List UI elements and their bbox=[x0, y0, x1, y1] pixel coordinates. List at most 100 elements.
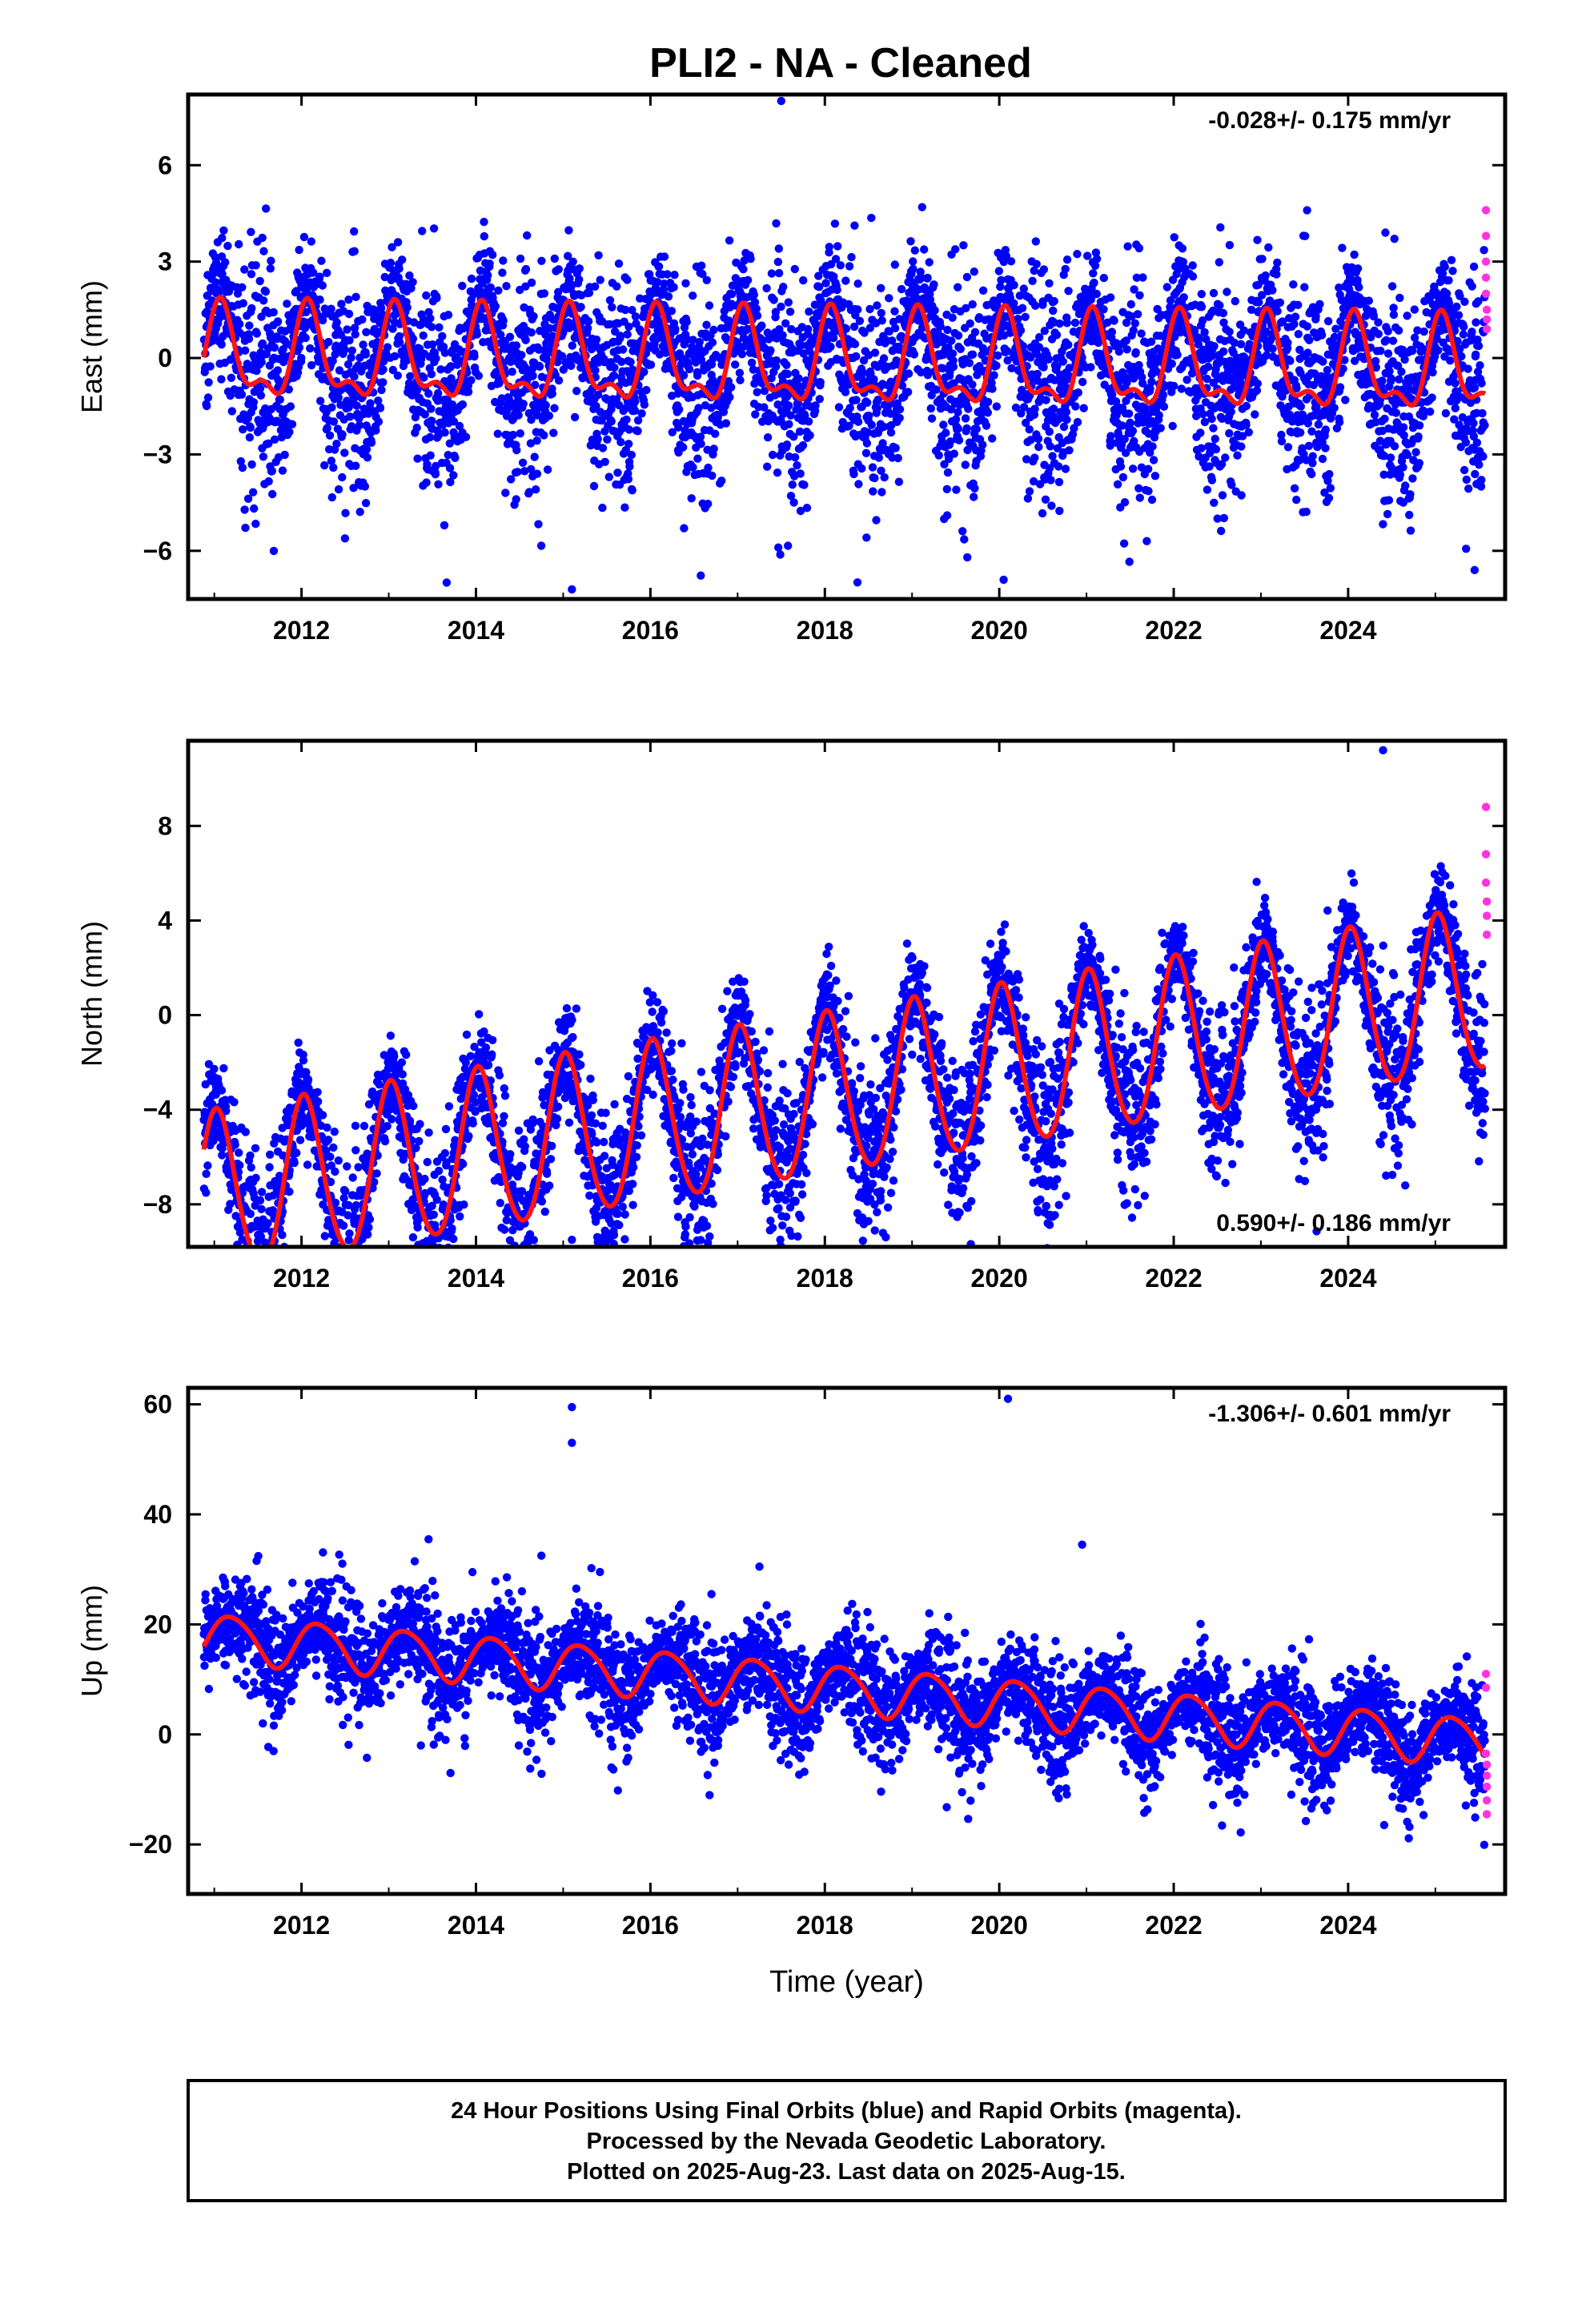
east-final-point bbox=[1273, 258, 1282, 267]
east-final-point bbox=[512, 495, 520, 504]
east-final-point bbox=[774, 244, 783, 253]
east-final-point bbox=[954, 331, 963, 340]
east-final-point bbox=[1378, 376, 1387, 385]
east-final-point bbox=[1411, 448, 1420, 456]
east-final-point bbox=[243, 494, 253, 503]
east-final-point bbox=[1242, 401, 1251, 411]
east-final-point bbox=[685, 364, 694, 374]
east-final-point bbox=[890, 307, 899, 316]
east-final-point bbox=[338, 472, 347, 482]
east-final-point bbox=[785, 420, 793, 428]
east-final-point bbox=[1405, 510, 1414, 520]
east-final-point bbox=[1025, 487, 1034, 496]
east-final-point bbox=[727, 383, 736, 392]
east-final-point bbox=[1099, 273, 1109, 283]
east-final-point bbox=[1034, 434, 1043, 444]
east-final-point bbox=[760, 403, 769, 412]
east-final-point bbox=[885, 294, 893, 303]
east-final-point bbox=[528, 364, 537, 373]
east-final-point bbox=[705, 301, 714, 310]
east-final-point bbox=[978, 440, 987, 449]
east-final-point bbox=[1335, 418, 1344, 427]
east-final-point bbox=[1207, 476, 1217, 485]
east-final-point bbox=[1277, 436, 1287, 446]
east-final-point bbox=[1395, 293, 1404, 303]
east-final-point bbox=[1130, 319, 1140, 328]
east-final-point bbox=[345, 336, 354, 345]
east-final-point bbox=[1296, 428, 1305, 437]
east-final-point bbox=[1177, 384, 1186, 393]
east-final-point bbox=[1010, 280, 1018, 290]
east-final-point bbox=[543, 465, 552, 474]
east-final-point bbox=[802, 504, 812, 513]
east-final-point bbox=[264, 476, 273, 486]
east-final-point bbox=[1197, 444, 1206, 452]
east-final-point bbox=[1389, 310, 1399, 320]
east-final-point bbox=[660, 252, 669, 261]
east-final-point bbox=[219, 226, 228, 235]
east-final-point bbox=[1331, 324, 1340, 333]
east-final-point bbox=[865, 304, 874, 314]
east-final-point bbox=[1149, 456, 1158, 464]
east-final-point bbox=[796, 469, 805, 478]
east-final-point bbox=[1462, 475, 1472, 485]
east-final-point bbox=[698, 270, 707, 279]
east-final-point bbox=[631, 312, 640, 321]
north-final-point bbox=[250, 1256, 258, 1264]
east-final-point bbox=[518, 458, 528, 467]
east-final-point bbox=[317, 256, 326, 265]
east-final-point bbox=[1197, 303, 1207, 312]
east-final-point bbox=[804, 324, 813, 334]
east-final-point bbox=[1414, 432, 1423, 441]
east-final-point bbox=[520, 363, 529, 372]
east-final-point bbox=[584, 317, 593, 326]
east-final-point bbox=[1470, 384, 1480, 392]
east-final-point bbox=[623, 275, 632, 284]
east-final-point bbox=[774, 543, 783, 552]
north-final-point bbox=[231, 1140, 239, 1149]
east-final-point bbox=[1125, 557, 1134, 566]
east-final-point bbox=[446, 477, 455, 487]
east-final-point bbox=[258, 339, 267, 348]
east-final-point bbox=[1468, 328, 1476, 336]
east-final-point bbox=[1321, 444, 1330, 452]
east-final-point bbox=[347, 353, 355, 362]
east-final-point bbox=[393, 238, 403, 247]
east-final-point bbox=[1030, 453, 1039, 462]
east-final-point bbox=[1364, 296, 1374, 305]
east-final-point bbox=[1321, 425, 1331, 434]
east-final-point bbox=[725, 236, 734, 245]
east-final-point bbox=[617, 357, 626, 366]
east-final-point bbox=[251, 519, 260, 529]
east-final-point bbox=[411, 412, 420, 422]
east-final-point bbox=[318, 281, 327, 290]
east-final-point bbox=[708, 471, 717, 480]
east-final-point bbox=[784, 298, 793, 307]
east-final-point bbox=[1308, 452, 1317, 460]
east-final-point bbox=[575, 275, 584, 284]
east-final-point bbox=[689, 336, 697, 344]
east-final-point bbox=[920, 245, 929, 254]
east-final-point bbox=[1126, 418, 1134, 428]
east-final-point bbox=[286, 402, 295, 411]
east-final-point bbox=[826, 342, 835, 352]
east-final-point bbox=[1092, 255, 1102, 263]
east-final-point bbox=[434, 431, 443, 440]
east-final-point bbox=[1071, 402, 1080, 411]
east-final-point bbox=[486, 283, 495, 292]
east-final-point bbox=[1261, 271, 1270, 280]
east-final-point bbox=[753, 312, 762, 320]
east-final-point bbox=[870, 473, 879, 483]
east-final-point bbox=[284, 385, 293, 394]
east-final-point bbox=[862, 439, 872, 448]
east-final-point bbox=[520, 467, 529, 476]
east-final-point bbox=[1135, 493, 1145, 502]
east-final-point bbox=[321, 309, 331, 318]
panel-east: 2012 2014 2016 2018 2020 2022 2024−6−3036East … bbox=[75, 92, 1508, 645]
east-final-point bbox=[247, 304, 256, 313]
east-final-point bbox=[1399, 423, 1408, 432]
east-final-point bbox=[631, 397, 640, 406]
east-final-point bbox=[1054, 477, 1064, 487]
east-final-point bbox=[1207, 414, 1216, 424]
east-final-point bbox=[877, 488, 886, 497]
